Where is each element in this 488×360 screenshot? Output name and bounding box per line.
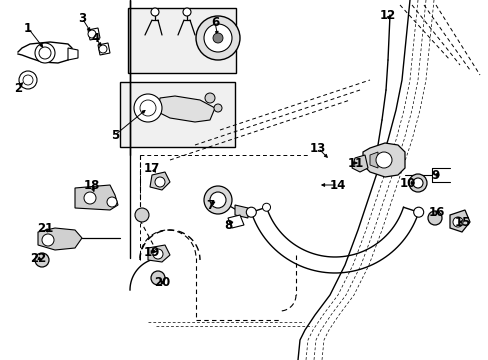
Circle shape (151, 271, 164, 285)
Text: 8: 8 (224, 219, 232, 231)
Polygon shape (148, 245, 170, 262)
Polygon shape (88, 28, 100, 40)
Circle shape (23, 75, 33, 85)
Circle shape (375, 152, 391, 168)
Text: 7: 7 (205, 198, 214, 212)
Circle shape (209, 192, 225, 208)
Circle shape (262, 203, 270, 211)
Text: 11: 11 (347, 157, 364, 170)
Polygon shape (235, 205, 247, 218)
Circle shape (135, 208, 149, 222)
Circle shape (203, 186, 231, 214)
Text: 1: 1 (24, 22, 32, 35)
Circle shape (155, 177, 164, 187)
Polygon shape (362, 143, 404, 177)
Text: 19: 19 (143, 246, 160, 258)
Text: 13: 13 (309, 141, 325, 154)
Text: 14: 14 (329, 179, 346, 192)
Polygon shape (351, 155, 367, 172)
Circle shape (204, 93, 215, 103)
Circle shape (35, 43, 55, 63)
Circle shape (35, 253, 49, 267)
Text: 4: 4 (92, 32, 100, 45)
Circle shape (84, 192, 96, 204)
Polygon shape (369, 152, 377, 168)
Text: 5: 5 (111, 129, 119, 141)
Circle shape (151, 8, 159, 16)
Text: 22: 22 (30, 252, 46, 265)
Circle shape (214, 104, 222, 112)
Circle shape (203, 24, 231, 52)
Circle shape (153, 249, 163, 259)
Text: 12: 12 (379, 9, 395, 22)
Bar (120, 82, 235, 147)
Text: 15: 15 (454, 216, 470, 229)
Text: 20: 20 (154, 275, 170, 288)
Circle shape (19, 71, 37, 89)
Circle shape (42, 234, 54, 246)
Circle shape (427, 211, 441, 225)
Circle shape (246, 207, 256, 217)
Circle shape (107, 197, 117, 207)
Text: 17: 17 (143, 162, 160, 175)
Circle shape (452, 217, 462, 227)
Circle shape (196, 16, 240, 60)
Circle shape (39, 47, 51, 59)
Polygon shape (449, 210, 469, 232)
Text: 3: 3 (78, 12, 86, 24)
Circle shape (183, 8, 191, 16)
Text: 10: 10 (399, 176, 415, 189)
Text: 9: 9 (430, 168, 438, 181)
Circle shape (408, 174, 426, 192)
Circle shape (134, 94, 162, 122)
Circle shape (213, 33, 223, 43)
Text: 18: 18 (83, 179, 100, 192)
Text: 6: 6 (210, 15, 219, 28)
Polygon shape (38, 228, 82, 250)
Circle shape (413, 207, 423, 217)
Text: 2: 2 (14, 81, 22, 95)
Text: 21: 21 (37, 221, 53, 234)
Text: 16: 16 (428, 206, 444, 219)
Polygon shape (75, 185, 118, 210)
Circle shape (88, 30, 96, 38)
Circle shape (140, 100, 156, 116)
Polygon shape (150, 172, 170, 190)
Circle shape (99, 45, 107, 53)
Bar (128, 8, 236, 73)
Polygon shape (68, 48, 78, 60)
Polygon shape (98, 43, 110, 55)
Circle shape (412, 178, 422, 188)
Polygon shape (158, 96, 215, 122)
Polygon shape (227, 215, 244, 228)
